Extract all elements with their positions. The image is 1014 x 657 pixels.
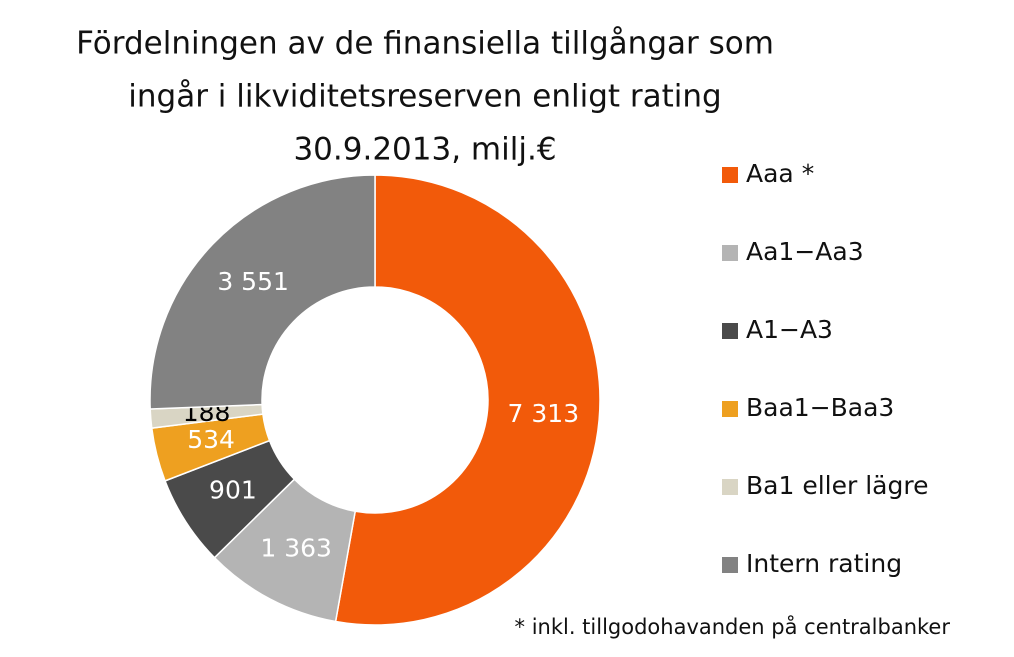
legend-label: Baa1−Baa3 [746,393,894,422]
legend-swatch [722,245,738,261]
donut-slice [149,174,376,410]
data-label: 3 551 [217,267,289,296]
legend-swatch [722,167,738,183]
data-label: 1 363 [260,533,332,562]
chart-title: ingår i likviditetsreserven enligt ratin… [128,79,721,115]
legend-swatch [722,479,738,495]
footnote: * inkl. tillgodohavanden på centralbanke… [515,614,951,639]
donut-slice [334,174,601,626]
data-label: 901 [209,475,257,504]
chart-title: Fördelningen av de finansiella tillgånga… [76,26,774,62]
data-label: 534 [187,425,235,454]
chart-title: 30.9.2013, milj.€ [293,132,556,168]
legend-swatch [722,557,738,573]
legend-label: Ba1 eller lägre [746,471,928,500]
legend-swatch [722,323,738,339]
legend-label: Intern rating [746,549,902,578]
legend-label: Aa1−Aa3 [746,237,864,266]
legend-label: A1−A3 [746,315,833,344]
legend-swatch [722,401,738,417]
legend-label: Aaa * [746,159,814,188]
data-label: 7 313 [508,399,580,428]
